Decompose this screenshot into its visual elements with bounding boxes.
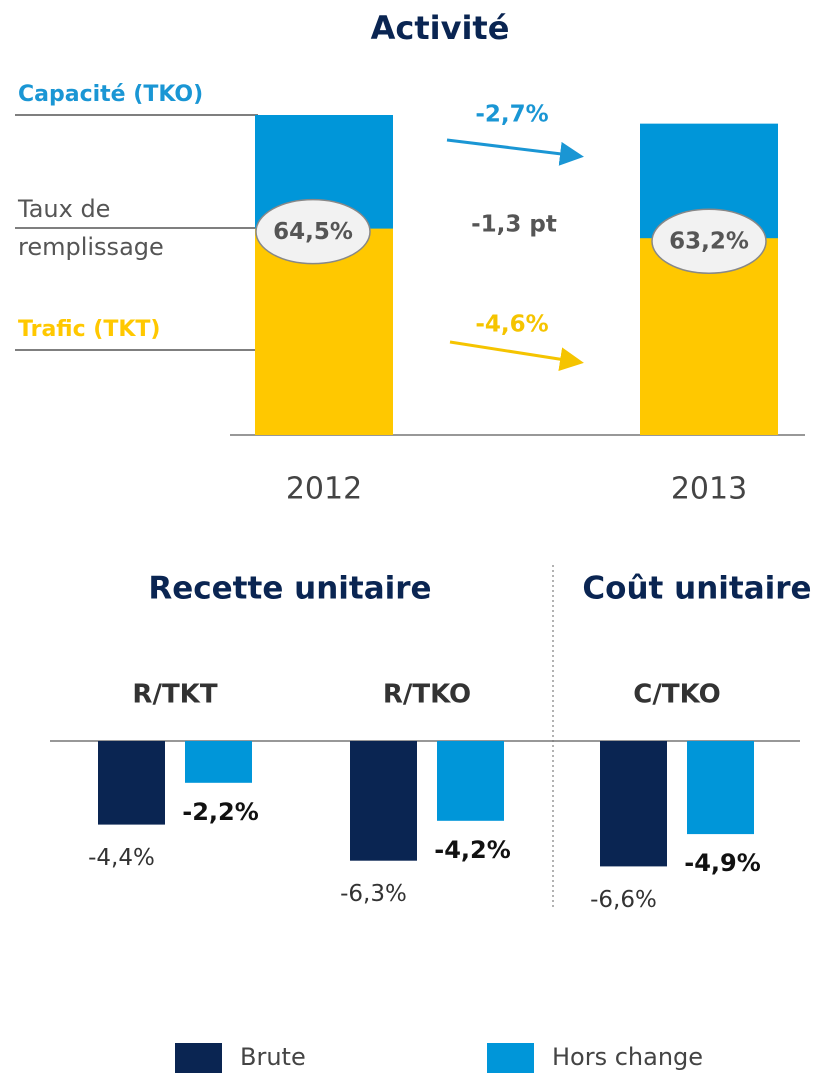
value-label: 63,2% [669,229,749,255]
x-tick-label: 2012 [286,472,362,507]
legend-swatch [487,1043,534,1073]
x-tick-label: C/TKO [633,680,720,710]
bar [687,741,754,835]
x-tick-label: R/TKT [132,680,217,710]
annotation: -1,3 pt [471,212,557,238]
bar [185,741,252,783]
arrow [449,340,584,372]
label: Taux de [17,195,110,223]
series-label: Trafic (TKT) [18,317,160,342]
legend-label: Hors change [552,1043,703,1071]
arrow [446,138,584,166]
legend-swatch [175,1043,222,1073]
value-label: -4,2% [434,836,511,864]
bar [600,741,667,867]
group-title: Coût unitaire [582,571,811,607]
value-label: -6,3% [340,881,407,907]
load-factor-marker [651,208,767,274]
value-label: -4,9% [684,849,761,877]
bar [98,741,165,825]
x-tick-label: R/TKO [383,680,471,710]
value-label: -6,6% [590,887,657,913]
x-tick-label: 2013 [671,472,747,507]
series-label: Capacité (TKO) [18,82,203,107]
legend-label: Brute [240,1043,306,1071]
bar [350,741,417,861]
load-factor-marker [255,198,371,265]
bar [437,741,504,821]
value-label: -2,2% [182,798,259,826]
value-label: 64,5% [273,219,353,245]
label: remplissage [18,233,164,261]
annotation: -4,6% [475,312,548,338]
chart-title: Activité [371,9,510,47]
group-title: Recette unitaire [148,571,431,607]
annotation: -2,7% [475,102,548,128]
value-label: -4,4% [88,845,155,871]
